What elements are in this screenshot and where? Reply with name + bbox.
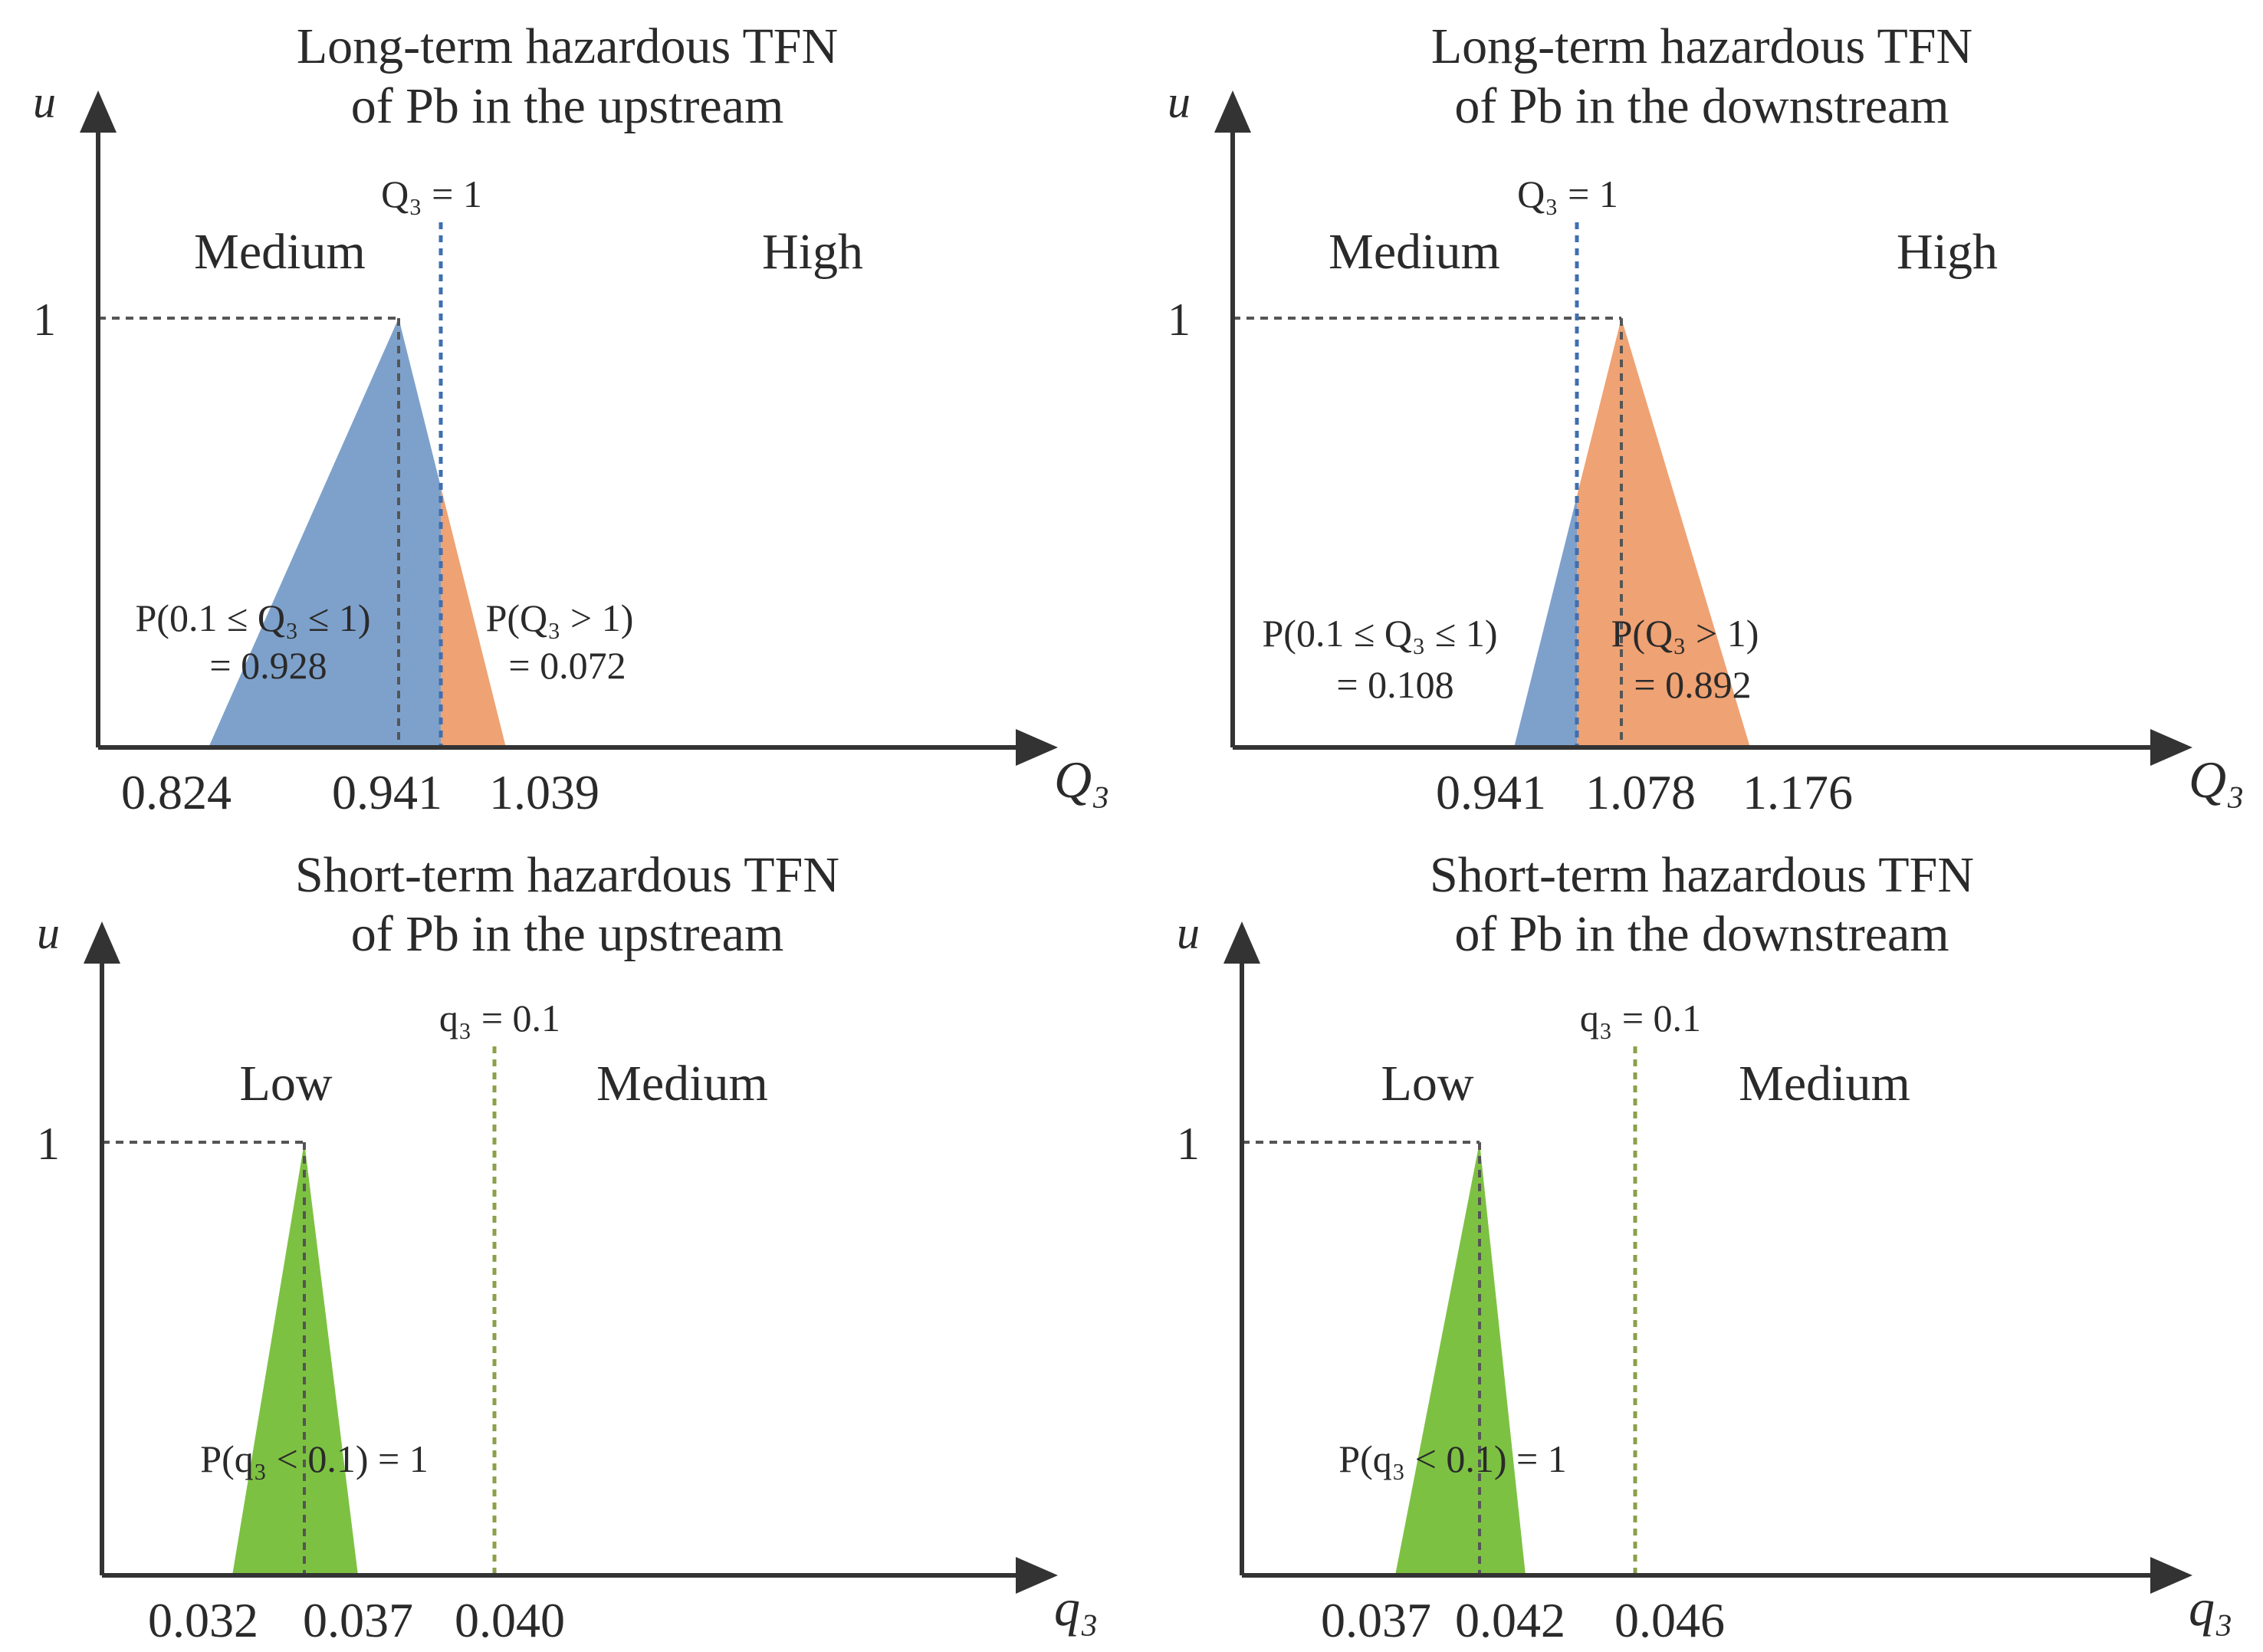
probability-label-left: P(q₃ < 0.1) = 1 (200, 1437, 428, 1480)
region-label-left: Low (1381, 1056, 1474, 1112)
region-label-right: High (762, 224, 863, 280)
region-label-left: Medium (1329, 224, 1500, 280)
x-tick-label: 0.042 (1455, 1593, 1565, 1647)
chart-title-line2: of Pb in the upstream (351, 906, 784, 962)
y-axis-arrow (1214, 90, 1251, 133)
y-axis-label: u (1168, 77, 1191, 127)
probability-label-right: P(Q₃ > 1) (1611, 612, 1759, 655)
y-axis-arrow (80, 90, 117, 133)
x-axis-label: q₃ (1054, 1578, 1099, 1637)
x-tick-label: 0.040 (455, 1593, 565, 1647)
y-axis-label: u (37, 908, 60, 958)
y-peak-label: 1 (1168, 294, 1191, 345)
region-label-left: Low (240, 1056, 333, 1112)
chart-title-line2: of Pb in the downstream (1454, 906, 1949, 962)
threshold-label: q₃ = 0.1 (439, 997, 560, 1039)
probability-label-left: P(0.1 ≤ Q₃ ≤ 1) (1262, 612, 1497, 655)
x-axis-label: Q₃ (2189, 750, 2245, 809)
y-peak-label: 1 (1177, 1118, 1200, 1169)
y-axis-arrow (1223, 921, 1260, 964)
chart-title-line1: Short-term hazardous TFN (1430, 847, 1974, 903)
region-label-right: High (1897, 224, 1998, 280)
x-axis-arrow (1016, 729, 1058, 766)
region-label-right: Medium (596, 1056, 768, 1112)
y-peak-label: 1 (33, 294, 56, 345)
y-axis-label: u (1177, 908, 1200, 958)
region-label-right: Medium (1739, 1056, 1910, 1112)
chart-title-line2: of Pb in the downstream (1454, 78, 1949, 134)
region-label-left: Medium (194, 224, 366, 280)
tfn-area-right (441, 487, 506, 747)
x-tick-label: 1.078 (1585, 765, 1696, 819)
chart-title-line1: Long-term hazardous TFN (1431, 18, 1972, 74)
tfn-area-left (209, 318, 441, 747)
probability-value-right: = 0.072 (508, 644, 626, 687)
tfn-area-left (1514, 496, 1577, 747)
x-tick-label: 0.037 (1321, 1593, 1431, 1647)
threshold-label: q₃ = 0.1 (1580, 997, 1701, 1039)
x-axis-arrow (2150, 1557, 2192, 1594)
probability-label-left: P(0.1 ≤ Q₃ ≤ 1) (135, 596, 370, 639)
probability-label-left: P(q₃ < 0.1) = 1 (1338, 1437, 1566, 1480)
chart-title-line2: of Pb in the upstream (351, 78, 784, 134)
x-axis-arrow (2150, 729, 2192, 766)
x-tick-label: 0.046 (1614, 1593, 1725, 1647)
probability-label-right: P(Q₃ > 1) (486, 596, 634, 639)
x-tick-label: 0.824 (121, 765, 232, 819)
x-tick-label: 1.176 (1742, 765, 1853, 819)
x-tick-label: 0.941 (332, 765, 442, 819)
x-tick-label: 0.032 (148, 1593, 258, 1647)
probability-value-right: = 0.892 (1634, 663, 1751, 706)
chart-title-line1: Long-term hazardous TFN (297, 18, 838, 74)
x-axis-label: Q₃ (1054, 750, 1110, 809)
chart-title-line1: Short-term hazardous TFN (295, 847, 839, 903)
y-peak-label: 1 (37, 1118, 60, 1169)
probability-value-left: = 0.108 (1336, 663, 1453, 706)
threshold-label: Q₃ = 1 (381, 172, 482, 215)
x-tick-label: 0.037 (303, 1593, 413, 1647)
x-tick-label: 0.941 (1436, 765, 1546, 819)
x-tick-label: 1.039 (489, 765, 599, 819)
x-axis-label: q₃ (2189, 1578, 2233, 1637)
x-axis-arrow (1016, 1557, 1058, 1594)
y-axis-arrow (84, 921, 120, 964)
y-axis-label: u (33, 77, 56, 127)
tfn-area (1395, 1142, 1526, 1575)
tfn-area (232, 1142, 358, 1575)
probability-value-left: = 0.928 (209, 644, 327, 687)
threshold-label: Q₃ = 1 (1517, 172, 1618, 215)
